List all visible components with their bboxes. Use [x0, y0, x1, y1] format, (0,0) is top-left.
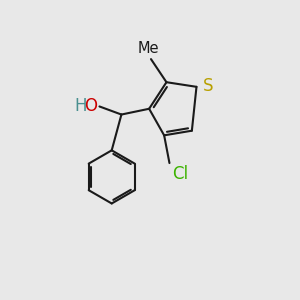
Text: O: O	[85, 98, 98, 116]
Text: Me: Me	[138, 41, 159, 56]
Text: Cl: Cl	[172, 165, 188, 183]
Text: S: S	[203, 77, 214, 95]
Text: H: H	[74, 98, 87, 116]
